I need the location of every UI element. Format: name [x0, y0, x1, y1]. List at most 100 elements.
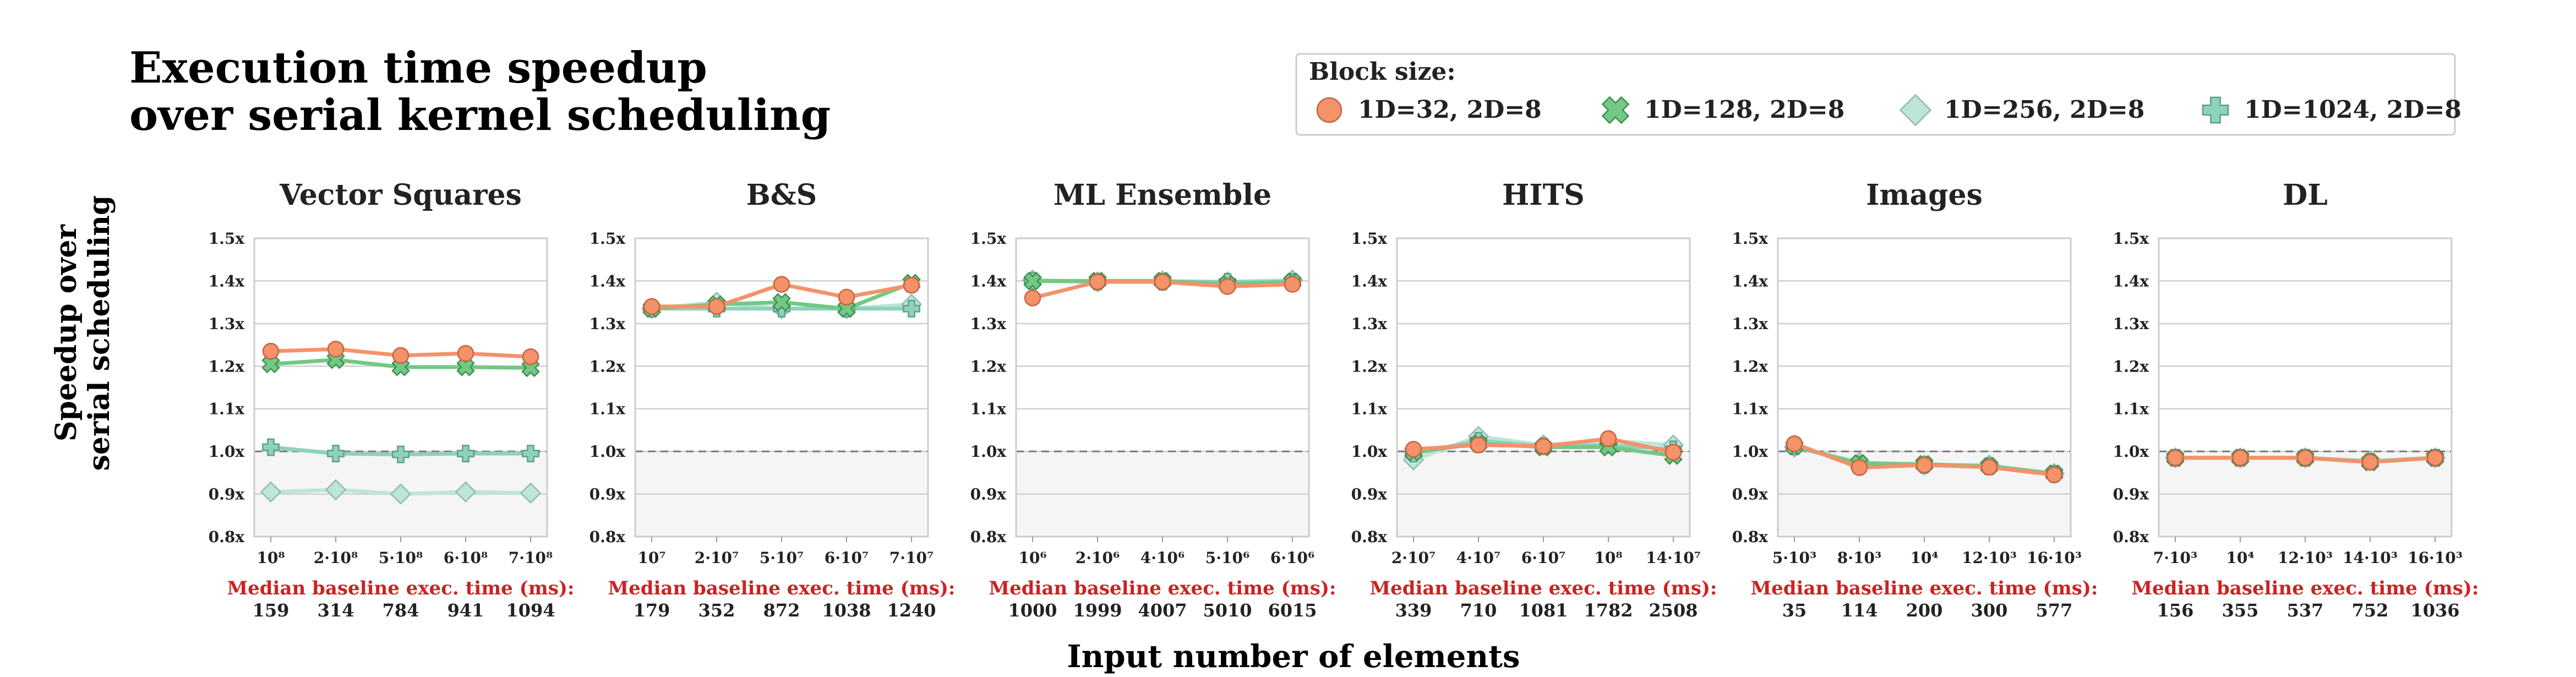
data-point: [1405, 441, 1422, 458]
y-tick-label: 1.3x: [2113, 315, 2149, 333]
x-tick-label: 10⁶: [1018, 549, 1046, 567]
data-point: [838, 288, 855, 306]
legend-label: 1D=256, 2D=8: [1944, 96, 2144, 124]
x-tick-label: 6·10⁸: [444, 549, 488, 567]
median-time-value: 1036: [2410, 600, 2459, 621]
y-tick-label: 0.9x: [970, 485, 1007, 504]
data-point: [327, 445, 345, 462]
y-tick-label: 1.0x: [1351, 443, 1388, 461]
x-tick-label: 2·10⁶: [1076, 549, 1120, 567]
median-baseline-label: Median baseline exec. time (ms):: [1751, 577, 2098, 599]
median-time-value: 114: [1841, 600, 1878, 621]
panel: 0.8x 0.9x 1.0x 1.1x 1.2x 1.3x 1.4x 1.5x ML Ensem…: [970, 178, 1336, 621]
y-tick-label: 0.9x: [2113, 485, 2149, 504]
y-tick-label: 1.1x: [970, 400, 1007, 418]
y-tick-label: 1.4x: [970, 272, 1007, 290]
y-tick-label: 1.4x: [1732, 272, 1769, 290]
y-tick-label: 0.8x: [1351, 528, 1388, 546]
data-point: [773, 276, 790, 293]
y-tick-label: 1.0x: [590, 443, 626, 461]
median-time-value: 752: [2352, 600, 2389, 621]
y-tick-label: 0.9x: [1351, 485, 1388, 504]
x-tick-label: 10⁴: [2226, 549, 2254, 567]
legend-label: 1D=128, 2D=8: [1644, 96, 1844, 124]
data-point: [903, 276, 920, 294]
legend-marker-plus-cross: [2202, 96, 2229, 124]
data-point: [772, 293, 791, 312]
data-point: [522, 348, 539, 365]
median-time-value: 1999: [1073, 600, 1122, 621]
median-time-value: 1038: [822, 600, 871, 621]
data-point: [903, 299, 920, 318]
median-time-value: 1081: [1519, 600, 1568, 621]
x-tick-label: 10⁴: [1910, 549, 1938, 567]
panel: 0.8x 0.9x 1.0x 1.1x 1.2x 1.3x 1.4x 1.5x HITS 2·10…: [1351, 178, 1717, 621]
x-tick-label: 5·10⁶: [1205, 549, 1249, 567]
data-point: [262, 438, 280, 456]
legend-box: [1295, 53, 2456, 136]
y-tick-label: 1.0x: [209, 443, 245, 461]
data-point: [2231, 449, 2249, 467]
data-point: [1915, 456, 1933, 474]
median-time-value: 314: [318, 600, 354, 621]
y-tick-label: 0.8x: [590, 528, 626, 546]
legend-marker-circle: [1316, 97, 1342, 123]
x-tick-label: 5·10⁸: [379, 549, 423, 567]
data-point: [2296, 449, 2314, 467]
data-point: [520, 482, 542, 504]
y-tick-label: 1.3x: [590, 315, 626, 333]
x-tick-label: 2·10⁷: [1391, 549, 1436, 567]
y-tick-label: 1.3x: [209, 315, 245, 333]
median-time-value: 1782: [1584, 600, 1633, 621]
median-time-value: 710: [1460, 600, 1497, 621]
legend-label: 1D=1024, 2D=8: [2244, 96, 2462, 124]
x-tick-label: 7·10³: [2153, 549, 2197, 567]
y-tick-label: 1.5x: [209, 230, 245, 248]
median-baseline-label: Median baseline exec. time (ms):: [608, 577, 956, 599]
y-tick-label: 1.2x: [2113, 357, 2149, 375]
data-point: [1664, 444, 1682, 461]
panel: 0.8x 0.9x 1.0x 1.1x 1.2x 1.3x 1.4x 1.5x B&S 10⁷ 2·…: [590, 178, 956, 621]
data-point: [1786, 435, 1803, 452]
data-point: [1980, 458, 1998, 476]
x-tick-label: 6·10⁷: [1521, 549, 1565, 567]
median-baseline-label: Median baseline exec. time (ms):: [2132, 577, 2479, 599]
x-tick-label: 7·10⁷: [889, 549, 934, 567]
x-tick-label: 14·10³: [2343, 549, 2398, 567]
x-tick-label: 16·10³: [2027, 549, 2082, 567]
data-point: [643, 298, 661, 315]
y-tick-label: 1.2x: [590, 357, 626, 375]
x-tick-label: 4·10⁷: [1456, 549, 1500, 567]
data-point: [2426, 449, 2444, 467]
legend-entry: 1D=256, 2D=8: [1899, 94, 2144, 127]
data-point: [325, 479, 347, 501]
panel: 0.8x 0.9x 1.0x 1.1x 1.2x 1.3x 1.4x 1.5x Vector S…: [209, 178, 575, 621]
y-tick-label: 0.9x: [590, 485, 626, 504]
data-point: [1535, 438, 1552, 455]
median-baseline-label: Median baseline exec. time (ms):: [227, 577, 575, 599]
legend-entry: 1D=1024, 2D=8: [2202, 96, 2462, 124]
data-point: [392, 445, 410, 463]
data-point: [327, 341, 345, 358]
x-tick-label: 12·10³: [2278, 549, 2333, 567]
median-time-value: 1094: [506, 600, 555, 621]
median-time-value: 872: [763, 600, 800, 621]
legend-entry: 1D=32, 2D=8: [1316, 96, 1542, 124]
data-point: [1024, 290, 1041, 307]
y-tick-label: 1.5x: [970, 230, 1007, 248]
y-tick-label: 1.2x: [209, 357, 245, 375]
data-point: [1284, 276, 1301, 293]
x-tick-label: 6·10⁷: [825, 549, 869, 567]
panel-title: Images: [1866, 178, 1983, 212]
data-point: [392, 347, 410, 364]
legend-entry: 1D=128, 2D=8: [1601, 96, 1844, 124]
y-tick-label: 1.1x: [2113, 400, 2149, 418]
data-point: [1600, 430, 1617, 447]
data-point: [1023, 271, 1042, 291]
x-tick-label: 7·10⁸: [509, 549, 553, 567]
data-point: [522, 445, 539, 462]
y-axis-label-line2: serial scheduling: [83, 195, 116, 471]
data-point: [2045, 466, 2063, 483]
y-tick-label: 1.0x: [970, 443, 1007, 461]
y-tick-label: 1.1x: [590, 400, 626, 418]
